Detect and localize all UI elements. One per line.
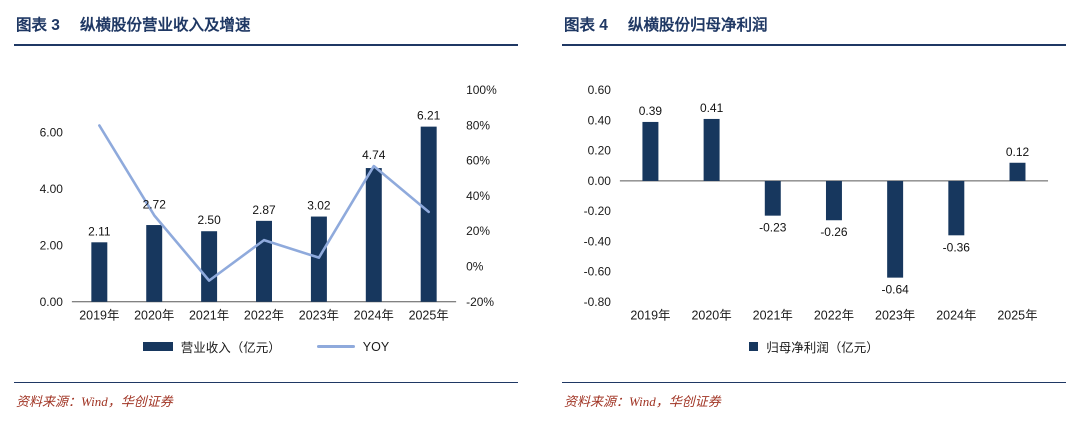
legend-item-revenue: 营业收入（亿元） — [142, 337, 281, 356]
figure-4-name: 纵横股份归母净利润 — [627, 17, 768, 34]
legend-item-yoy: YOY — [316, 339, 390, 354]
bar-value-label: 0.12 — [1006, 145, 1030, 159]
bar — [201, 231, 218, 302]
legend-label: 营业收入（亿元） — [180, 341, 281, 355]
bar-value-label: 2.87 — [252, 203, 276, 217]
bar-value-label: 0.39 — [639, 104, 663, 118]
x-axis-label: 2019年 — [79, 309, 119, 323]
bar — [642, 121, 659, 181]
x-axis-label: 2023年 — [875, 309, 915, 323]
x-axis-label: 2024年 — [354, 309, 394, 323]
bar — [948, 180, 965, 236]
bar-value-label: 2.50 — [197, 213, 221, 227]
figure-4-title: 图表 4 纵横股份归母净利润 — [562, 8, 1066, 46]
bar — [420, 126, 437, 302]
y-axis-tick: -0.20 — [584, 204, 612, 218]
y-axis-tick: 0.00 — [588, 174, 612, 188]
bar-value-label: -0.26 — [820, 225, 848, 239]
x-axis-label: 2023年 — [299, 309, 339, 323]
x-axis-label: 2025年 — [409, 309, 449, 323]
x-axis-label: 2022年 — [814, 309, 854, 323]
y-axis-tick: -0.40 — [584, 234, 612, 248]
line-series-marker-icon — [316, 345, 355, 348]
figure-4-source: 资料来源：Wind，华创证券 — [562, 382, 1066, 420]
panel-figure-4: 图表 4 纵横股份归母净利润 0.60 0.40 0.20 0.00 -0.20 -0.4… — [562, 8, 1066, 420]
bar-series-marker-icon — [749, 342, 759, 351]
y-axis-tick: -0.60 — [584, 265, 612, 279]
y2-axis-tick: 100% — [466, 83, 497, 97]
bar-value-label: -0.36 — [943, 240, 971, 254]
y2-axis-tick: 20% — [466, 224, 490, 238]
yoy-line — [98, 124, 430, 282]
bar-value-label: 6.21 — [417, 109, 441, 123]
y2-axis-tick: -20% — [466, 295, 494, 309]
legend-label: 归母净利润（亿元） — [766, 341, 879, 355]
bar-series-marker-icon — [142, 342, 173, 351]
panel-figure-3: 图表 3 纵横股份营业收入及增速 0.00 2.00 4.00 6.00 -20% 0% 2… — [14, 8, 518, 420]
figure-3-legend: 营业收入（亿元） YOY — [14, 337, 518, 366]
bar-value-label: 2.72 — [143, 197, 167, 211]
x-axis-label: 2021年 — [753, 309, 793, 323]
bar — [764, 180, 781, 216]
figure-3-name: 纵横股份营业收入及增速 — [79, 17, 251, 34]
chart-svg: 0.60 0.40 0.20 0.00 -0.20 -0.40 -0.60 -0.80 0.39… — [584, 83, 1049, 323]
y2-axis-tick: 40% — [466, 189, 490, 203]
legend-label: YOY — [362, 339, 390, 354]
bar — [703, 118, 720, 181]
bar-value-label: -0.64 — [881, 283, 909, 297]
x-axis-label: 2019年 — [630, 309, 670, 323]
y-axis-tick: -0.80 — [584, 295, 612, 309]
chart-svg: 0.00 2.00 4.00 6.00 -20% 0% 20% 40% 60% 80% 100% 2.… — [40, 83, 497, 323]
figure-4-legend: 归母净利润（亿元） — [562, 337, 1066, 366]
bar — [310, 216, 327, 302]
figure-3-source: 资料来源：Wind，华创证券 — [14, 382, 518, 420]
y-axis-tick: 6.00 — [40, 126, 64, 140]
bar-value-label: -0.23 — [759, 221, 787, 235]
bar — [146, 225, 163, 302]
y2-axis-tick: 80% — [466, 118, 490, 132]
figure-3-label: 图表 3 — [16, 17, 60, 34]
x-axis-label: 2022年 — [244, 309, 284, 323]
figure-3-chart: 0.00 2.00 4.00 6.00 -20% 0% 20% 40% 60% 80% 100% 2.… — [14, 46, 518, 337]
bar — [91, 242, 108, 302]
y-axis-tick: 0.60 — [588, 83, 612, 97]
y-axis-tick: 0.40 — [588, 113, 612, 127]
bar-value-label: 3.02 — [307, 199, 331, 213]
x-axis-label: 2021年 — [189, 309, 229, 323]
bar-value-label: 4.74 — [362, 148, 386, 162]
y2-axis-tick: 0% — [466, 260, 484, 274]
bar-value-label: 0.41 — [700, 101, 724, 115]
y-axis-tick: 0.00 — [40, 295, 64, 309]
x-axis-label: 2020年 — [134, 309, 174, 323]
bar — [256, 220, 272, 302]
bar — [887, 180, 904, 278]
x-axis-label: 2024年 — [936, 309, 976, 323]
bar — [1009, 162, 1026, 181]
bar — [825, 180, 842, 221]
figure-3-title: 图表 3 纵横股份营业收入及增速 — [14, 8, 518, 46]
x-axis-label: 2025年 — [997, 309, 1037, 323]
y2-axis-tick: 60% — [466, 154, 490, 168]
y-axis-tick: 0.20 — [588, 144, 612, 158]
y-axis-tick: 2.00 — [40, 238, 64, 252]
figure-4-chart: 0.60 0.40 0.20 0.00 -0.20 -0.40 -0.60 -0.80 0.39… — [562, 46, 1066, 337]
bar — [365, 168, 382, 302]
figure-4-label: 图表 4 — [564, 17, 608, 34]
y-axis-tick: 4.00 — [40, 182, 64, 196]
x-axis-label: 2020年 — [691, 309, 731, 323]
bar-value-label: 2.11 — [88, 224, 111, 238]
legend-item-net-profit: 归母净利润（亿元） — [749, 337, 879, 356]
